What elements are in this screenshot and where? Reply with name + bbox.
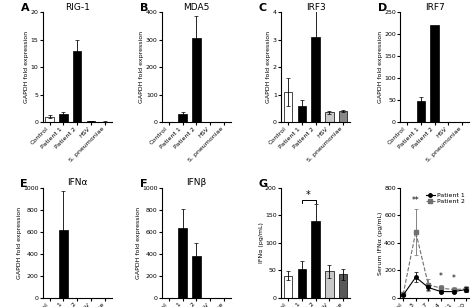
Bar <box>73 51 82 122</box>
Bar <box>298 106 306 122</box>
Text: *: * <box>452 274 456 283</box>
Y-axis label: GAPDH fold expression: GAPDH fold expression <box>378 31 383 103</box>
Title: IRF7: IRF7 <box>425 2 445 11</box>
Bar <box>283 92 292 122</box>
Bar <box>298 269 306 298</box>
Text: B: B <box>140 3 148 14</box>
Bar <box>59 114 68 122</box>
Bar <box>311 37 319 122</box>
Y-axis label: Serum IFNα (pg/mL): Serum IFNα (pg/mL) <box>378 211 383 274</box>
Text: D: D <box>378 3 387 14</box>
Title: IFNβ: IFNβ <box>186 178 207 187</box>
Bar <box>311 221 319 298</box>
Bar <box>417 101 425 122</box>
Text: E: E <box>20 179 28 189</box>
Y-axis label: GAPDH fold expression: GAPDH fold expression <box>136 207 141 279</box>
Title: RIG-1: RIG-1 <box>65 2 90 11</box>
Text: **: ** <box>412 196 419 205</box>
Bar <box>325 271 334 298</box>
Title: MDA5: MDA5 <box>183 2 210 11</box>
Bar <box>283 276 292 298</box>
Y-axis label: GAPDH fold expression: GAPDH fold expression <box>17 207 22 279</box>
Bar <box>46 117 54 122</box>
Bar <box>59 230 68 298</box>
Y-axis label: GAPDH fold expression: GAPDH fold expression <box>266 31 271 103</box>
Bar <box>178 114 187 122</box>
Legend: Patient 1, Patient 2: Patient 1, Patient 2 <box>425 191 466 206</box>
Title: IFNα: IFNα <box>67 178 88 187</box>
Text: G: G <box>259 179 268 189</box>
Text: A: A <box>20 3 29 14</box>
Bar <box>178 227 187 298</box>
Bar <box>192 256 201 298</box>
Text: *: * <box>306 189 311 200</box>
Bar <box>325 112 334 122</box>
Text: F: F <box>140 179 147 189</box>
Bar <box>192 38 201 122</box>
Text: *: * <box>439 272 443 281</box>
Y-axis label: IFNα (pg/mL): IFNα (pg/mL) <box>259 223 264 263</box>
Bar <box>430 25 439 122</box>
Title: IRF3: IRF3 <box>306 2 325 11</box>
Text: C: C <box>259 3 267 14</box>
Bar <box>87 121 95 122</box>
Bar <box>339 274 347 298</box>
Bar <box>339 111 347 122</box>
Y-axis label: GAPDH fold expression: GAPDH fold expression <box>24 31 29 103</box>
Y-axis label: GAPDH fold expression: GAPDH fold expression <box>139 31 145 103</box>
